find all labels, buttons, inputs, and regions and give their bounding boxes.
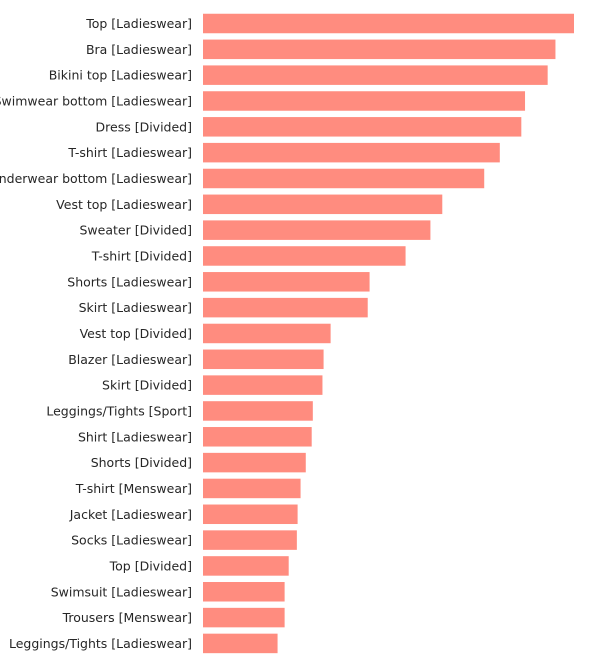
category-label: Underwear bottom [Ladieswear]: [0, 171, 192, 186]
bar: [203, 556, 289, 576]
category-label: Shorts [Ladieswear]: [67, 274, 192, 289]
category-label: T-shirt [Divided]: [91, 248, 192, 263]
category-label: Leggings/Tights [Sport]: [46, 403, 192, 418]
category-label: Vest top [Divided]: [80, 326, 192, 341]
category-labels-group: Top [Ladieswear] Bra [Ladieswear] Bikini t…: [0, 16, 192, 651]
bar: [203, 91, 526, 111]
bar: [203, 427, 312, 447]
bar: [203, 633, 278, 654]
bar: [203, 168, 485, 189]
bars-group: [203, 13, 574, 654]
category-label: Swimwear bottom [Ladieswear]: [0, 93, 192, 108]
category-label: Swimsuit [Ladieswear]: [51, 584, 192, 599]
bar: [203, 142, 500, 163]
bar: [203, 582, 285, 602]
bar: [203, 246, 406, 266]
bar: [203, 478, 301, 499]
category-label: Top [Divided]: [109, 558, 192, 573]
category-label: T-shirt [Ladieswear]: [67, 145, 192, 160]
category-label: T-shirt [Menswear]: [75, 481, 192, 496]
bar: [203, 117, 522, 137]
category-label: Top [Ladieswear]: [85, 16, 192, 31]
category-label: Vest top [Ladieswear]: [56, 197, 192, 212]
category-label: Shirt [Ladieswear]: [78, 429, 192, 444]
bar: [203, 452, 306, 473]
category-label: Socks [Ladieswear]: [71, 533, 192, 548]
category-label: Bikini top [Ladieswear]: [49, 68, 192, 83]
bar: [203, 194, 443, 215]
category-label: Trousers [Menswear]: [62, 610, 192, 625]
bar: [203, 607, 285, 628]
bar: [203, 375, 323, 395]
bar: [203, 504, 298, 525]
bar: [203, 65, 548, 85]
bar: [203, 349, 324, 370]
category-label: Dress [Divided]: [96, 119, 192, 134]
category-label: Bra [Ladieswear]: [86, 42, 192, 57]
bar: [203, 530, 297, 550]
bar: [203, 272, 370, 292]
bar: [203, 220, 431, 240]
bar: [203, 323, 331, 344]
category-label: Sweater [Divided]: [80, 223, 193, 238]
category-label: Skirt [Divided]: [102, 378, 192, 393]
category-label: Blazer [Ladieswear]: [68, 352, 192, 367]
category-label: Leggings/Tights [Ladieswear]: [9, 636, 192, 651]
bar: [203, 39, 556, 60]
bar: [203, 13, 574, 34]
category-label: Jacket [Ladieswear]: [69, 507, 192, 522]
bar: [203, 297, 368, 318]
bar: [203, 401, 313, 421]
category-label: Skirt [Ladieswear]: [79, 300, 192, 315]
category-label: Shorts [Divided]: [91, 455, 192, 470]
